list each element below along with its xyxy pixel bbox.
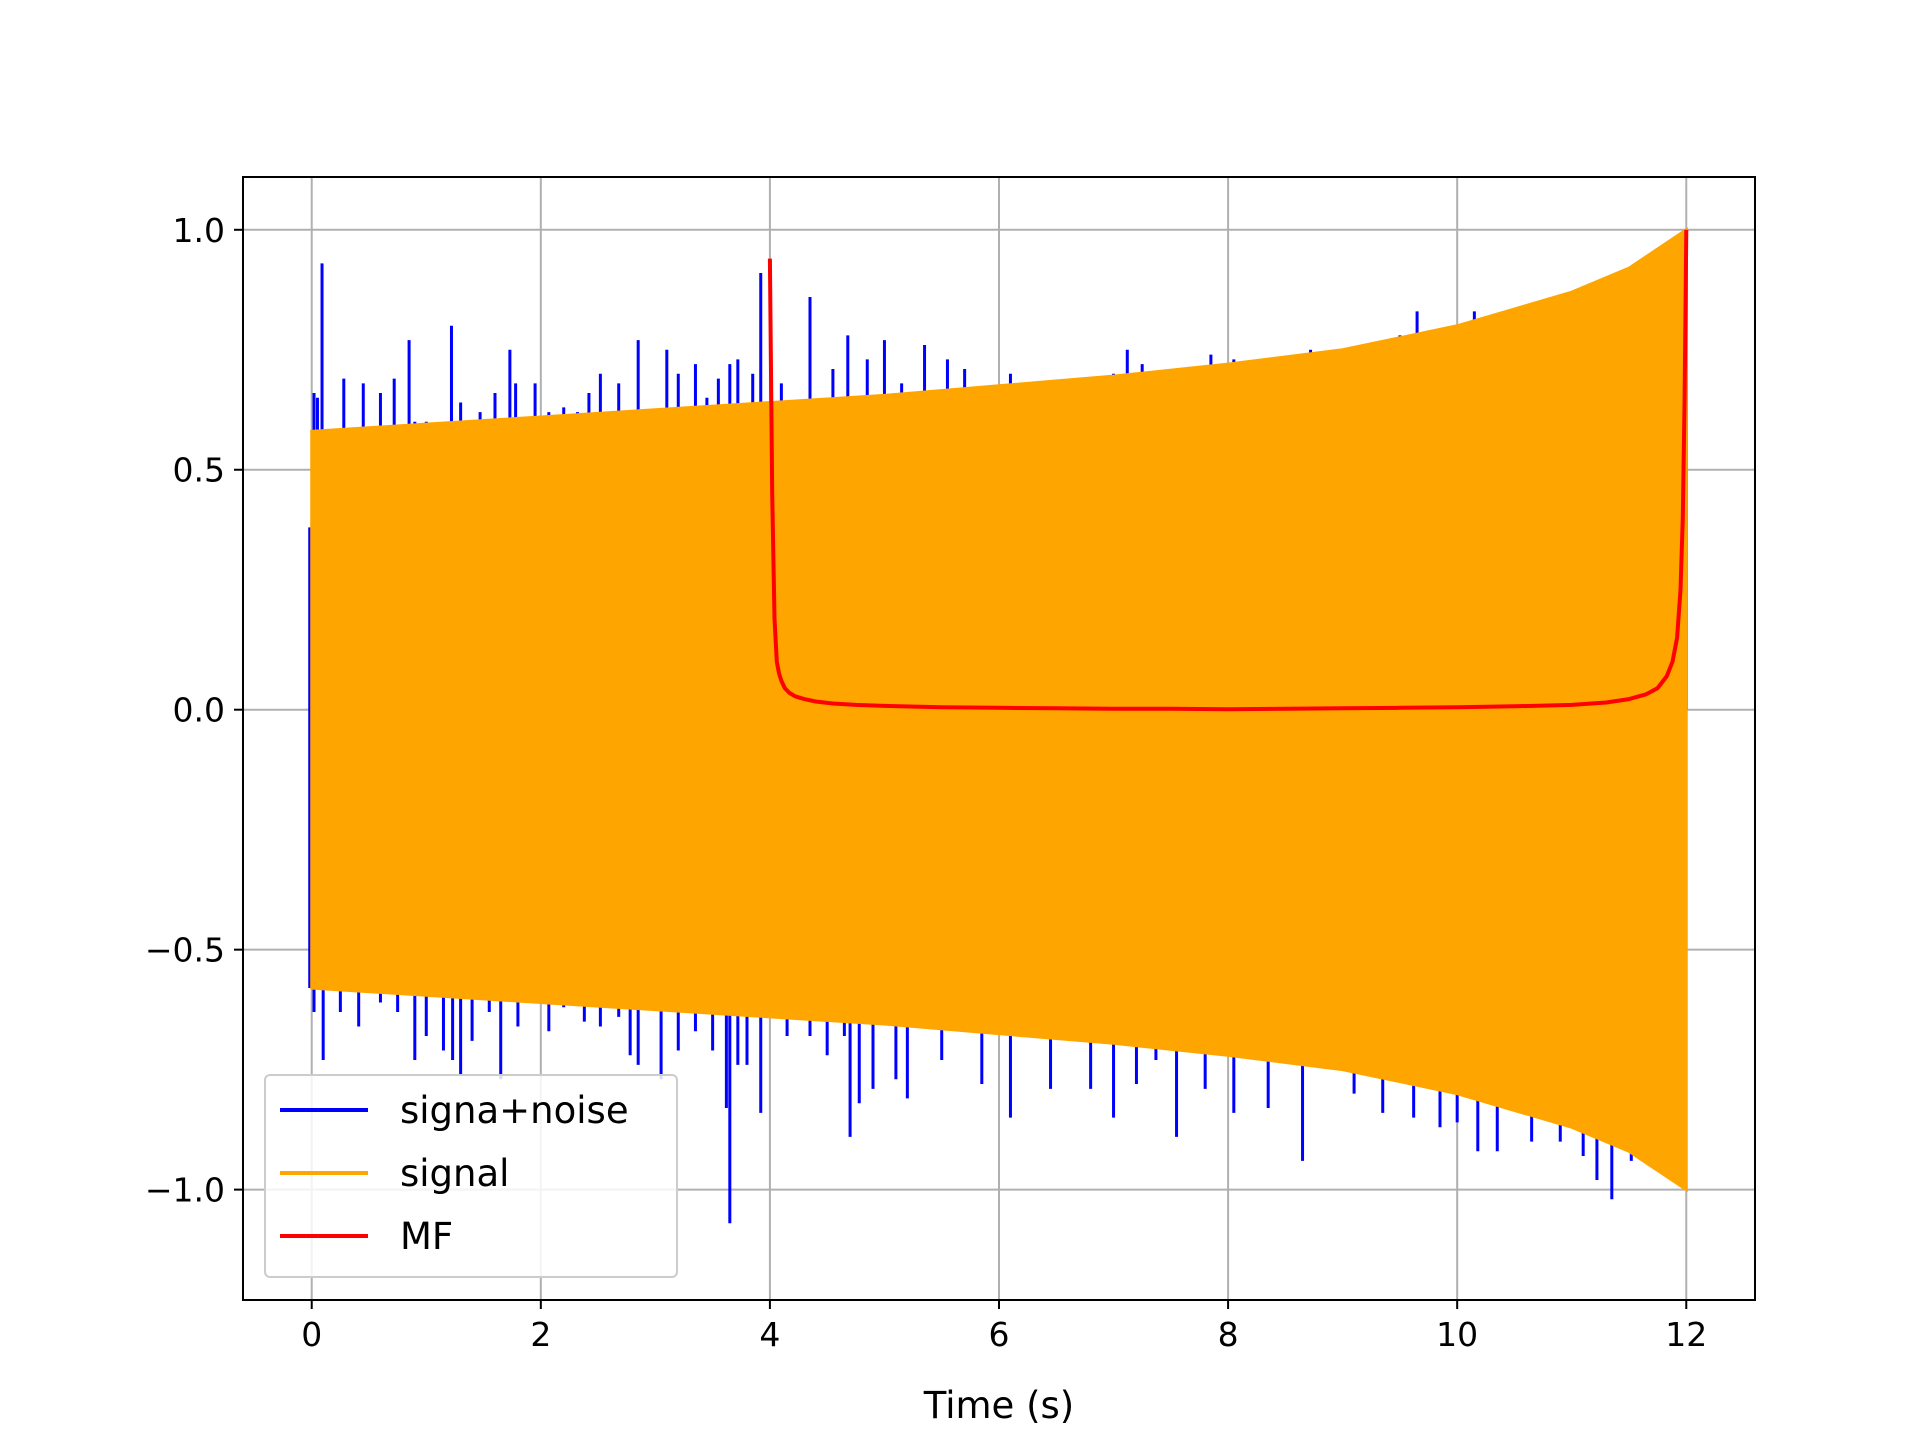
x-tick-label-2: 4 [759,1315,780,1354]
plot-area [308,226,1689,1224]
x-tick-label-1: 2 [530,1315,551,1354]
legend-label-signal: signal [400,1152,509,1195]
x-tick-label-4: 8 [1218,1315,1239,1354]
ticks: 0 2 4 6 8 10 12 −1.0 −0.5 0.0 0.5 1.0 [145,211,1707,1354]
y-tick-label-2: 0.0 [173,691,225,730]
y-tick-label-3: 0.5 [173,451,225,490]
x-tick-label-5: 10 [1436,1315,1478,1354]
legend-box [264,1074,678,1278]
x-tick-label-6: 12 [1665,1315,1707,1354]
y-tick-label-1: −0.5 [145,931,225,970]
legend: signa+noise signal MF [264,1074,678,1278]
y-tick-label-4: 1.0 [173,211,225,250]
x-axis-label: Time (s) [923,1384,1074,1427]
legend-label-mf: MF [400,1215,453,1258]
x-tick-label-0: 0 [301,1315,322,1354]
series-mf-line [767,229,1689,712]
y-tick-label-0: −1.0 [145,1171,225,1210]
legend-label-signa-noise: signa+noise [400,1089,629,1132]
x-tick-label-3: 6 [989,1315,1010,1354]
